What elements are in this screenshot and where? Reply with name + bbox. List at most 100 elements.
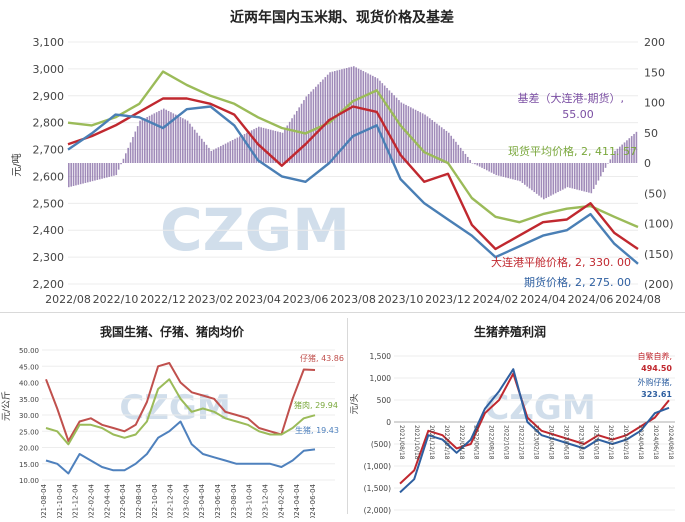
basis-bar bbox=[250, 130, 253, 163]
series-annotation: 外购仔猪, bbox=[637, 377, 672, 387]
basis-bar bbox=[291, 118, 293, 163]
y-tick-label: 1,500 bbox=[370, 352, 392, 361]
basis-bar bbox=[267, 129, 270, 163]
basis-bar bbox=[179, 117, 182, 163]
basis-bar bbox=[452, 138, 455, 163]
y-axis-label: 元/吨 bbox=[10, 153, 23, 176]
y-tick-label: 2,800 bbox=[33, 117, 65, 130]
basis-bar bbox=[315, 86, 317, 163]
x-tick-label: 2023/12/18 bbox=[607, 425, 614, 460]
series-annotation: 自繁自养, bbox=[637, 351, 672, 361]
basis-bar bbox=[616, 148, 619, 163]
y-tick-label: 2,900 bbox=[33, 90, 65, 103]
y-axis-label: 元/公斤 bbox=[1, 391, 12, 421]
x-tick-label: 2022/02/18 bbox=[443, 425, 450, 460]
basis-bar bbox=[421, 113, 424, 163]
basis-bar bbox=[141, 119, 144, 163]
basis-bar bbox=[633, 133, 635, 163]
y-tick-label: 25.00 bbox=[19, 428, 39, 436]
x-tick-label: 2024/08 bbox=[615, 293, 661, 306]
basis-bar bbox=[144, 118, 146, 163]
basis-bar bbox=[490, 163, 493, 173]
x-tick-label: 2021/08/18 bbox=[398, 425, 405, 460]
x-tick-label: 2022-10-04 bbox=[151, 483, 159, 518]
y2-tick-label: (150) bbox=[644, 248, 674, 261]
basis-bar bbox=[524, 163, 526, 185]
basis-bar bbox=[566, 163, 569, 188]
basis-bar bbox=[483, 163, 486, 170]
y-tick-label: 2,300 bbox=[33, 251, 65, 264]
basis-bar bbox=[364, 72, 367, 163]
y-tick-label: 2,200 bbox=[33, 278, 65, 291]
x-tick-label: 2023/10/18 bbox=[592, 425, 599, 460]
basis-bar bbox=[457, 144, 460, 163]
series-line bbox=[45, 420, 316, 475]
basis-bar bbox=[393, 95, 395, 163]
basis-bar bbox=[395, 97, 398, 163]
chart-title: 近两年国内玉米期、现货价格及基差 bbox=[230, 9, 454, 26]
x-tick-label: 2024/06 bbox=[568, 293, 614, 306]
basis-bar bbox=[614, 150, 616, 163]
basis-bar bbox=[243, 133, 246, 163]
x-tick-label: 2022/12/18 bbox=[518, 425, 525, 460]
y-tick-label: 2,500 bbox=[33, 197, 65, 210]
basis-bar bbox=[312, 89, 315, 163]
y-tick-label: 0 bbox=[386, 418, 391, 427]
basis-bar bbox=[201, 138, 203, 163]
y-tick-label: 35.00 bbox=[19, 396, 39, 404]
y-tick-label: 10.00 bbox=[19, 477, 39, 485]
basis-bar bbox=[353, 66, 355, 163]
basis-bar bbox=[469, 159, 471, 163]
basis-bar bbox=[573, 163, 576, 190]
hog-profit-chart-svg: 生猪养殖利润 CZGM 元/头 1,5001,0005000(500)(1,00… bbox=[349, 324, 675, 515]
basis-bar bbox=[153, 113, 156, 163]
basis-bar bbox=[272, 130, 274, 163]
basis-bar bbox=[398, 100, 400, 163]
basis-bar bbox=[526, 163, 528, 187]
x-tick-label: 2023/04/18 bbox=[547, 425, 554, 460]
basis-bar bbox=[319, 81, 322, 163]
basis-bar bbox=[103, 163, 106, 179]
basis-bar bbox=[125, 153, 127, 163]
basis-bar bbox=[165, 109, 167, 163]
basis-bar bbox=[391, 92, 393, 163]
basis-bar bbox=[429, 118, 431, 163]
basis-bar bbox=[186, 120, 189, 163]
basis-bar bbox=[609, 159, 612, 163]
y2-tick-label: 100 bbox=[644, 97, 665, 110]
basis-bar bbox=[581, 163, 583, 191]
y-tick-label: (1,500) bbox=[364, 484, 391, 493]
basis-bar bbox=[208, 147, 210, 163]
basis-bar bbox=[400, 102, 403, 163]
basis-bar bbox=[343, 68, 346, 163]
basis-bar bbox=[628, 138, 631, 163]
basis-bar bbox=[146, 117, 148, 163]
basis-bar bbox=[220, 146, 222, 163]
x-tick-label: 2022/08/18 bbox=[488, 425, 495, 460]
basis-bar bbox=[607, 163, 609, 164]
x-tick-label: 2023/06/18 bbox=[562, 425, 569, 460]
basis-bar bbox=[108, 163, 110, 177]
x-tick-label: 2022/08 bbox=[45, 293, 91, 306]
basis-bar bbox=[148, 115, 151, 163]
basis-bar bbox=[360, 69, 362, 163]
basis-bar bbox=[193, 129, 196, 163]
basis-bar bbox=[265, 128, 267, 163]
basis-bar bbox=[184, 119, 186, 163]
basis-bar bbox=[155, 112, 158, 163]
basis-bar bbox=[535, 163, 538, 194]
basis-bar bbox=[557, 163, 559, 193]
basis-bar bbox=[611, 155, 614, 163]
basis-bar bbox=[205, 144, 208, 163]
basis-bar bbox=[374, 77, 376, 163]
x-tick-label: 2023/12 bbox=[425, 293, 471, 306]
basis-bar bbox=[84, 163, 87, 183]
basis-bar bbox=[160, 109, 163, 163]
basis-bar bbox=[543, 163, 545, 200]
basis-bar bbox=[239, 136, 241, 163]
basis-bar bbox=[307, 94, 310, 163]
basis-bar bbox=[412, 108, 414, 163]
basis-bar bbox=[329, 72, 331, 163]
x-tick-label: 2024-04-04 bbox=[293, 483, 301, 518]
basis-bar bbox=[630, 136, 633, 163]
